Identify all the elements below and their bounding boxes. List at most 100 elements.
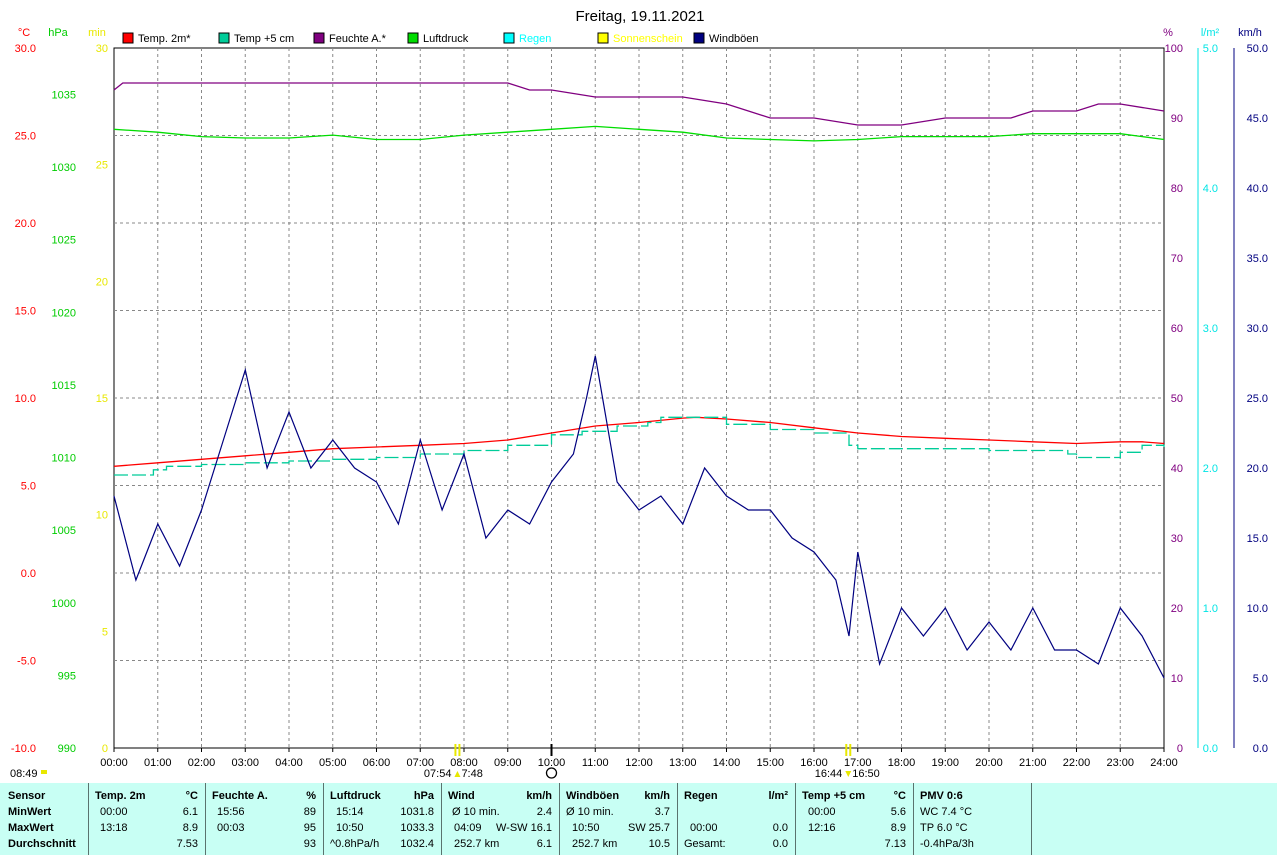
legend-label: Feuchte A.* (329, 33, 387, 45)
y-tick-label-rain: 0.0 (1203, 743, 1218, 755)
windboeen-max-time: 10:50 (572, 822, 600, 834)
y-tick-label-wind: 30.0 (1247, 323, 1268, 335)
temp5-max-time: 12:16 (808, 822, 836, 834)
wind-distance: 252.7 km (454, 838, 500, 850)
axis-unit-rain: l/m² (1201, 27, 1220, 39)
x-tick-label: 11:00 (582, 757, 609, 769)
x-tick-label: 04:00 (275, 757, 303, 769)
x-tick-label: 22:00 (1063, 757, 1091, 769)
feuchte-min-time: 15:56 (217, 806, 245, 818)
x-axis: 00:00 01:00 02:00 03:00 04:00 05:00 06:00 07:00… (100, 748, 1178, 769)
temp5-min-time: 00:00 (808, 806, 836, 818)
regen-unit: l/m² (768, 790, 788, 802)
temp5-avg-value: 7.13 (884, 838, 906, 850)
x-tick-label: 16:00 (800, 757, 828, 769)
y-tick-label-rain: 1.0 (1203, 603, 1218, 615)
y-tick-label-hum: 20 (1171, 603, 1183, 615)
x-tick-label: 15:00 (756, 757, 784, 769)
y-tick-label-temp: 15.0 (15, 306, 36, 318)
y-tick-label-press: 1020 (52, 307, 76, 319)
luftdruck-min-time: 15:14 (336, 806, 364, 818)
x-tick-label: 23:00 (1106, 757, 1134, 769)
series-line (113, 82, 1165, 126)
temp2m-avg-value: 7.53 (176, 838, 198, 850)
wind-max-value: 16.1 (530, 822, 552, 834)
y-tick-label-wind: 45.0 (1247, 113, 1268, 125)
y-tick-label-min: 25 (96, 160, 108, 172)
y-tick-label-min: 5 (102, 626, 108, 638)
y-tick-label-min: 20 (96, 276, 108, 288)
windboeen-avg-value: 10.5 (648, 838, 670, 850)
y-tick-label-press: 1015 (52, 380, 76, 392)
y-tick-label-min: 10 (96, 510, 108, 522)
x-tick-label: 01:00 (144, 757, 172, 769)
y-tick-label-wind: 35.0 (1247, 253, 1268, 265)
row-label-max: MaxWert (8, 822, 54, 834)
y-tick-label-temp: 20.0 (15, 218, 36, 230)
x-tick-label: 17:00 (844, 757, 872, 769)
row-label-min: MinWert (8, 806, 52, 818)
luftdruck-max-value: 1033.3 (400, 822, 434, 834)
wind-avg10-label: Ø 10 min. (452, 806, 500, 818)
temp2m-max-value: 8.9 (182, 822, 198, 834)
x-tick-label: 09:00 (494, 757, 522, 769)
row-label-sensor: Sensor (8, 790, 46, 802)
current-time-label: 08:49 (10, 768, 38, 780)
y-tick-label-temp: -5.0 (17, 656, 36, 668)
luftdruck-trend: ^0.8hPa/h (330, 838, 380, 850)
axis-unit-hum: % (1163, 27, 1173, 39)
axis-units: °C hPa min% l/m² km/h (18, 27, 1262, 39)
x-tick-label: 06:00 (363, 757, 391, 769)
temp5-unit: °C (893, 790, 906, 802)
y-tick-label-hum: 70 (1171, 253, 1183, 265)
y-tick-label-press: 1035 (52, 89, 76, 101)
windboeen-header: Windböen (566, 790, 620, 802)
x-tick-label: 10:00 (538, 757, 566, 769)
temp2m-header: Temp. 2m (95, 790, 146, 802)
y-tick-label-rain: 4.0 (1203, 183, 1218, 195)
x-tick-label: 18:00 (888, 757, 916, 769)
y-tick-label-press: 1000 (52, 598, 76, 610)
x-tick-label: 08:00 (450, 757, 478, 769)
moon-icon (545, 767, 558, 779)
series-line (113, 125, 1165, 142)
wind-max-direction: W-SW (496, 822, 528, 834)
regen-max-time: 00:00 (690, 822, 718, 834)
weather-chart: Freitag, 19.11.2021 Temp. 2m* Temp +5 cm F… (10, 8, 1268, 780)
wind-unit: km/h (526, 790, 552, 802)
y-tick-label-rain: 2.0 (1203, 463, 1218, 475)
grid (114, 48, 1164, 748)
legend-swatch (407, 32, 419, 44)
y-axes: 30.0 25.0 20.0 15.0 10.0 5.0 0.0 -5.0 -10.0 1035 1… (11, 43, 1268, 755)
legend: Temp. 2m* Temp +5 cm Feuchte A.* Luftdruck R… (122, 32, 759, 45)
series-layer (113, 82, 1165, 679)
series-line (114, 416, 1165, 476)
legend-swatch (597, 32, 609, 44)
legend-label: Temp +5 cm (234, 33, 294, 45)
sunrise-time-label: 07:54 (424, 768, 452, 780)
y-tick-label-rain: 3.0 (1203, 323, 1218, 335)
axis-unit-press: hPa (48, 27, 68, 39)
x-tick-label: 14:00 (713, 757, 741, 769)
x-tick-label: 24:00 (1150, 757, 1178, 769)
wind-max-time: 04:09 (454, 822, 482, 834)
y-tick-label-hum: 100 (1165, 43, 1183, 55)
x-tick-label: 03:00 (231, 757, 259, 769)
y-tick-label-hum: 60 (1171, 323, 1183, 335)
legend-label: Temp. 2m* (138, 33, 191, 45)
temp5-min-value: 5.6 (890, 806, 906, 818)
y-tick-label-min: 30 (96, 43, 108, 55)
luftdruck-avg-value: 1032.4 (400, 838, 434, 850)
series-line (113, 355, 1165, 679)
sunset-time-label: 16:44 (815, 768, 843, 780)
y-tick-label-press: 1010 (52, 453, 76, 465)
pmv-dewpoint: TP 6.0 °C (920, 822, 968, 834)
feuchte-max-value: 95 (303, 822, 316, 834)
y-tick-label-rain: 5.0 (1203, 43, 1218, 55)
summary-panel: Sensor MinWert MaxWert Durchschnitt Temp… (0, 783, 1277, 855)
regen-header: Regen (684, 790, 718, 802)
legend-label: Sonnenschein (613, 33, 683, 45)
windboeen-unit: km/h (644, 790, 670, 802)
y-tick-label-wind: 15.0 (1247, 533, 1268, 545)
sunrise-time-label: 7:48 (461, 768, 482, 780)
